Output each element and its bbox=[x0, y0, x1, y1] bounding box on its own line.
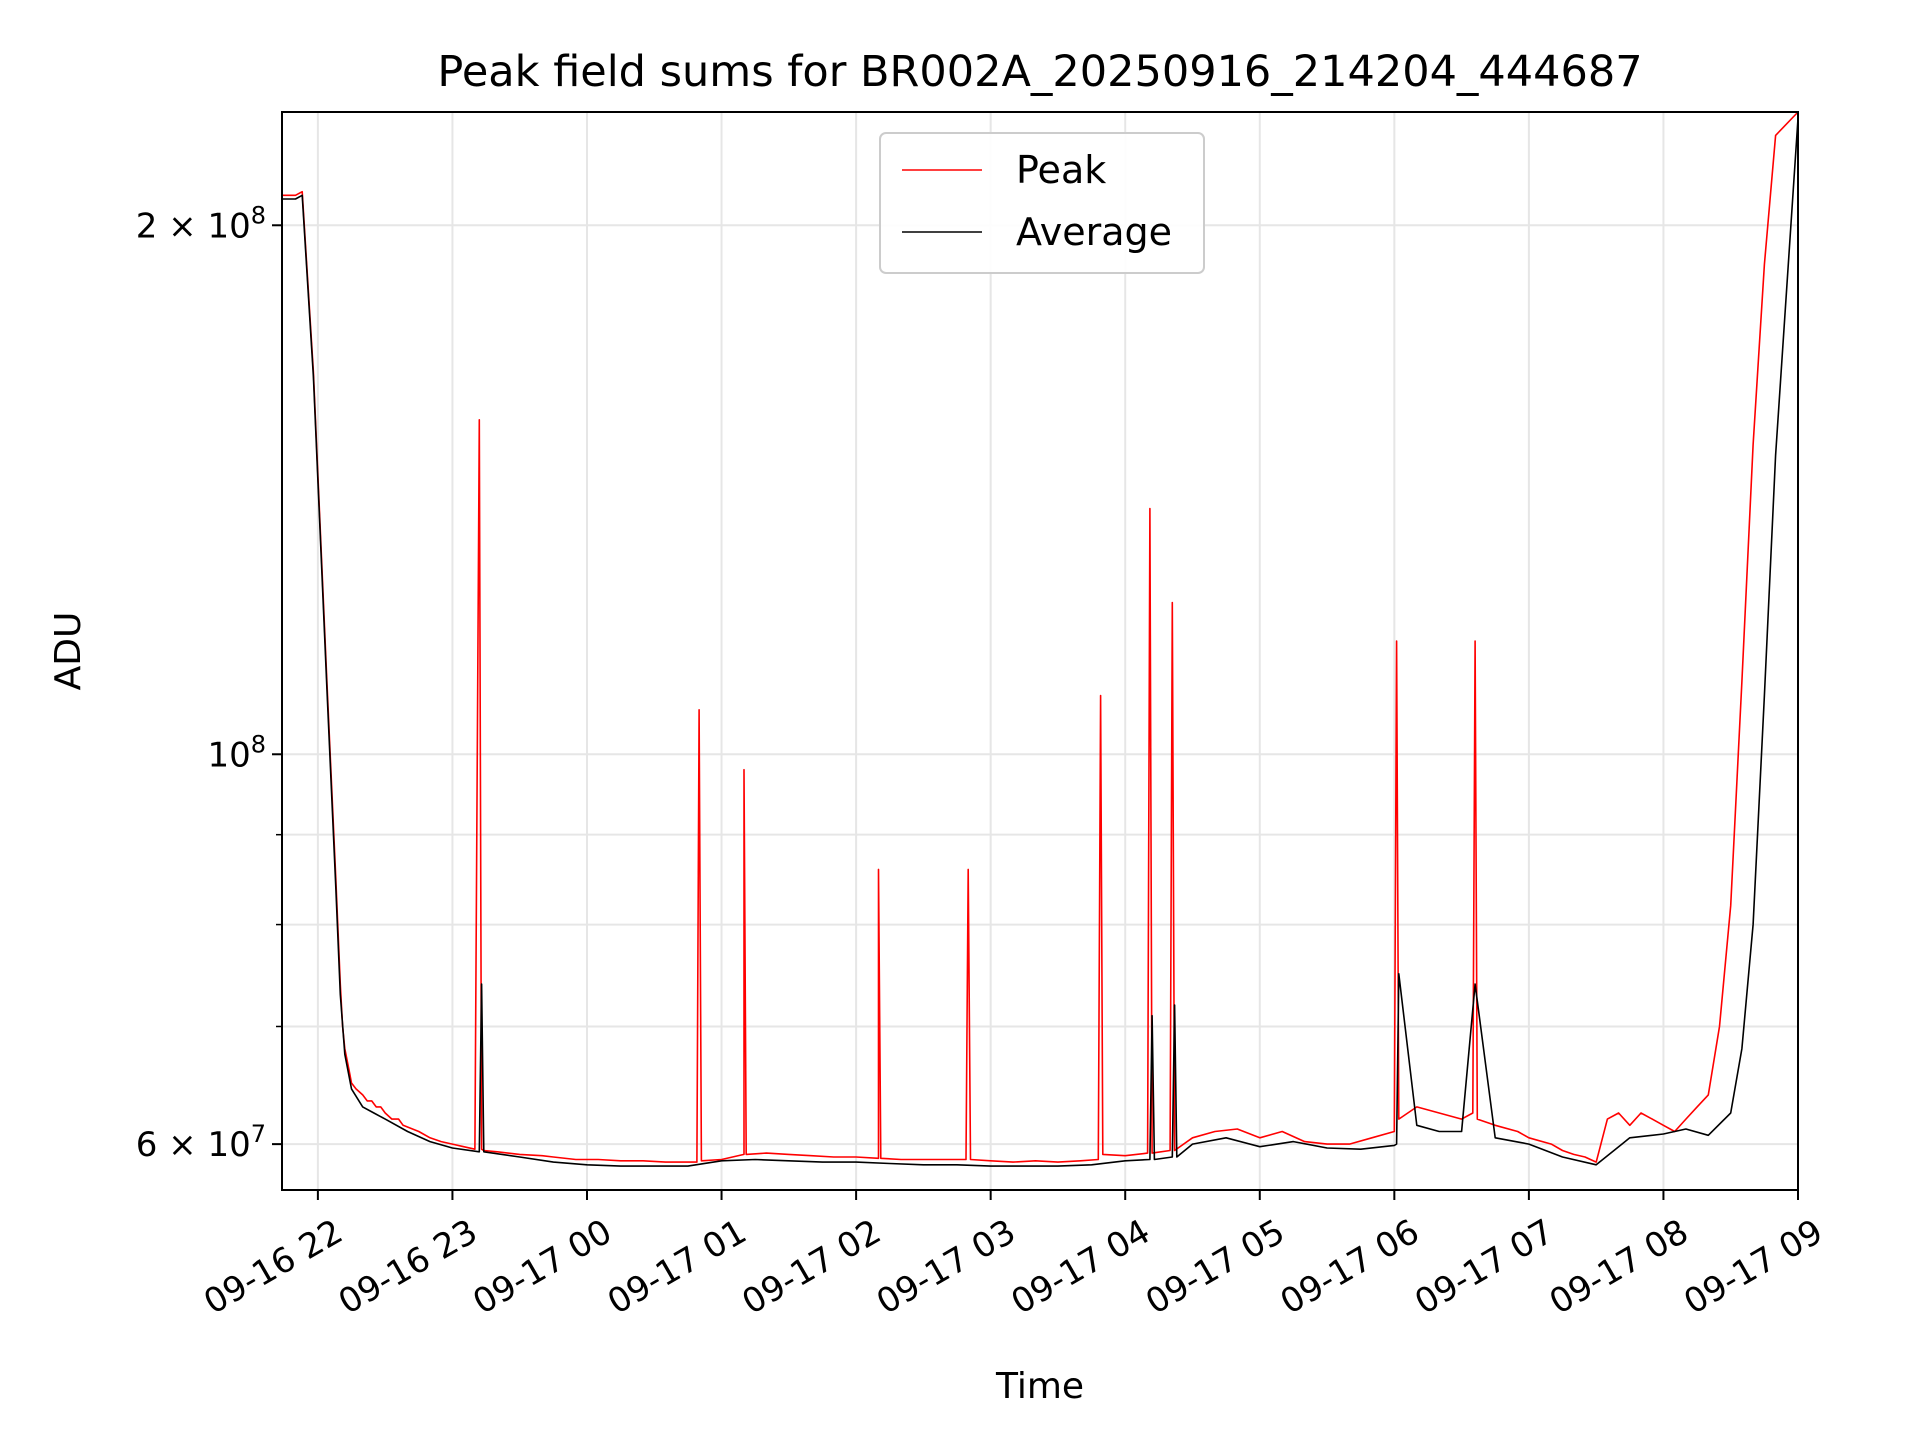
y-tick-label-exponent: 8 bbox=[251, 201, 266, 229]
y-tick-label-mantissa: 10 bbox=[207, 735, 250, 775]
plot-frame bbox=[281, 111, 1799, 1191]
x-axis-label: Time bbox=[995, 1366, 1084, 1407]
y-axis-label: ADU bbox=[48, 612, 89, 691]
y-tick-label: 6 × 107 bbox=[136, 1120, 266, 1165]
legend: Peak Average bbox=[879, 132, 1205, 274]
y-tick-label-base: 6 bbox=[136, 1125, 158, 1165]
y-tick-label: 2 × 108 bbox=[136, 201, 266, 246]
legend-box bbox=[879, 132, 1205, 274]
legend-label-peak: Peak bbox=[1016, 148, 1106, 192]
series-line-average bbox=[282, 118, 1799, 1167]
grid-layer bbox=[282, 112, 1799, 1190]
y-tick-label-exponent: 8 bbox=[251, 730, 266, 758]
y-tick-label-mantissa: × 10 bbox=[157, 206, 250, 246]
series-line-peak bbox=[282, 111, 1799, 1163]
y-tick-label-base: 2 bbox=[136, 206, 158, 246]
y-tick-label: 108 bbox=[207, 730, 266, 775]
legend-label-average: Average bbox=[1016, 210, 1172, 254]
plot-layer bbox=[282, 111, 1799, 1167]
y-tick-label-exponent: 7 bbox=[251, 1120, 266, 1148]
chart-title: Peak field sums for BR002A_20250916_2142… bbox=[437, 47, 1642, 97]
y-tick-label-mantissa: × 10 bbox=[157, 1125, 250, 1165]
